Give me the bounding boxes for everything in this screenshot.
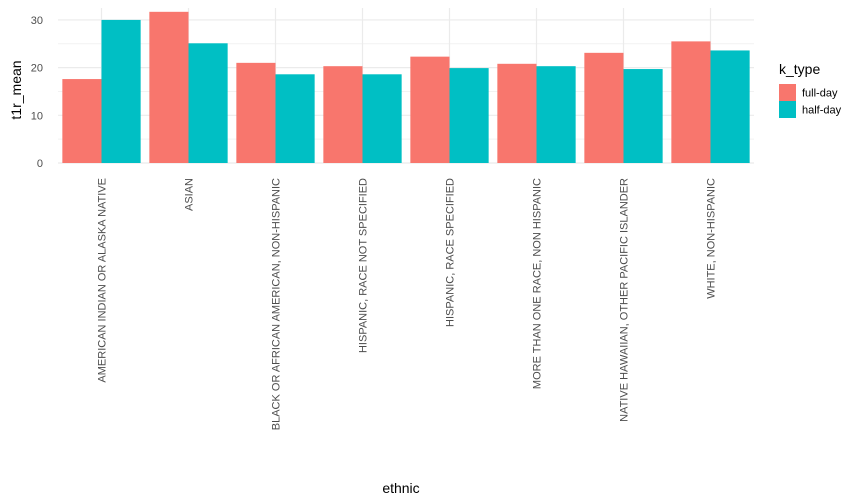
x-tick-label: BLACK OR AFRICAN AMERICAN, NON-HISPANIC (271, 178, 283, 430)
bar-half-day-0 (101, 19, 141, 163)
bar-full-day-6 (584, 52, 624, 164)
bar-half-day-6 (623, 69, 663, 163)
y-tick-label: 0 (37, 158, 43, 170)
x-tick-label: HISPANIC, RACE SPECIFIED (445, 178, 457, 327)
bar-full-day-4 (410, 56, 450, 164)
bar-full-day-1 (149, 11, 189, 164)
bar-full-day-5 (497, 63, 537, 163)
bar-half-day-1 (188, 43, 228, 163)
bar-half-day-7 (710, 50, 750, 164)
legend-title: k_type (779, 61, 820, 77)
x-tick-label: MORE THAN ONE RACE, NON HISPANIC (532, 178, 544, 389)
bar-full-day-7 (671, 41, 711, 164)
legend-key-half-day (779, 101, 796, 118)
legend: k_type full-day half-day (779, 61, 842, 118)
y-tick-label: 20 (31, 63, 43, 75)
bar-full-day-2 (236, 62, 276, 163)
legend-key-full-day (779, 84, 796, 101)
bars (62, 11, 750, 164)
y-tick-label: 30 (31, 15, 43, 27)
bar-half-day-4 (449, 68, 489, 163)
x-tick-label: AMERICAN INDIAN OR ALASKA NATIVE (97, 178, 109, 383)
bar-full-day-0 (62, 79, 102, 163)
y-tick-label: 10 (31, 110, 43, 122)
bar-half-day-5 (536, 66, 576, 163)
y-axis-title: t1r_mean (8, 60, 24, 119)
legend-label-half-day: half-day (802, 105, 842, 117)
legend-label-full-day: full-day (802, 88, 838, 100)
bar-half-day-2 (275, 74, 315, 163)
bar-half-day-3 (362, 74, 402, 163)
x-tick-label: ASIAN (184, 178, 196, 211)
x-tick-label: HISPANIC, RACE NOT SPECIFIED (358, 178, 370, 353)
x-tick-label: NATIVE HAWAIIAN, OTHER PACIFIC ISLANDER (619, 178, 631, 422)
x-tick-label: WHITE, NON-HISPANIC (706, 178, 718, 299)
y-axis-ticks: 0 10 20 30 (31, 15, 43, 170)
x-axis-title: ethnic (382, 480, 419, 496)
x-axis-ticks: AMERICAN INDIAN OR ALASKA NATIVE ASIAN BLA… (97, 178, 718, 430)
bar-full-day-3 (323, 66, 363, 163)
